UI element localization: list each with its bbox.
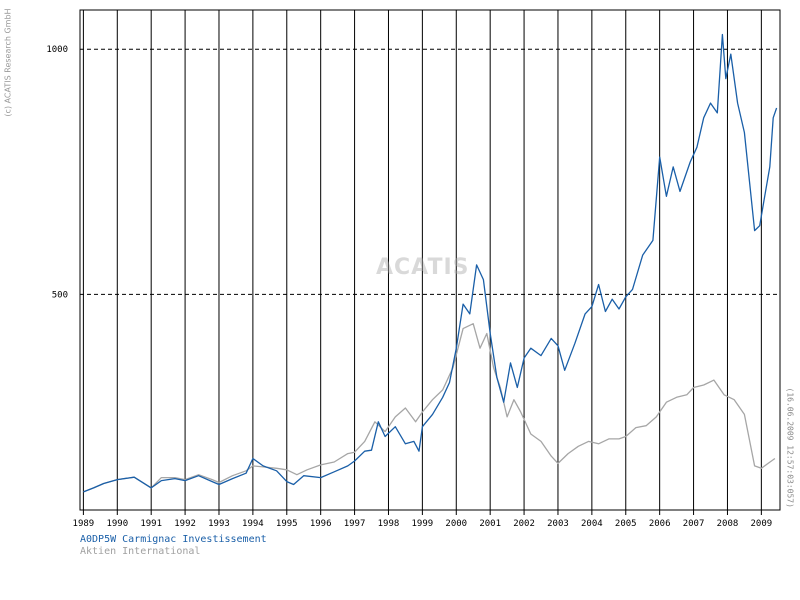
x-tick-label: 2002 <box>513 519 535 529</box>
x-tick-label: 2001 <box>479 519 501 529</box>
x-tick-label: 1996 <box>310 519 332 529</box>
legend-benchmark: Aktien International <box>80 546 201 557</box>
x-tick-label: 1998 <box>378 519 400 529</box>
timestamp-text: (16.06.2009 12:57:03:057) <box>785 387 795 508</box>
x-tick-label: 1997 <box>344 519 366 529</box>
x-tick-label: 1995 <box>276 519 298 529</box>
x-tick-label: 1989 <box>73 519 95 529</box>
plot-frame <box>79 9 781 511</box>
series-layer <box>83 33 778 493</box>
x-tick-label: 2005 <box>615 519 637 529</box>
series-line-fund <box>83 33 778 493</box>
vertical-grid <box>82 10 762 515</box>
y-tick-label: 1000 <box>46 45 68 55</box>
x-tick-label: 2003 <box>547 519 569 529</box>
series-line-benchmark <box>83 323 776 493</box>
x-tick-label: 1994 <box>242 519 264 529</box>
x-tick-label: 2004 <box>581 519 603 529</box>
x-tick-label: 1991 <box>140 519 162 529</box>
x-tick-label: 1990 <box>106 519 128 529</box>
x-tick-label: 2008 <box>717 519 739 529</box>
x-tick-label: 1993 <box>208 519 230 529</box>
y-tick-label: 500 <box>52 290 68 300</box>
x-tick-label: 2006 <box>649 519 671 529</box>
y-tick-labels: 500 1000 <box>46 45 68 300</box>
watermark: ACATIS <box>376 255 470 280</box>
x-tick-label: 1999 <box>412 519 434 529</box>
x-tick-label: 2000 <box>445 519 467 529</box>
legend-fund: A0DP5W Carmignac Investissement <box>80 534 267 545</box>
x-tick-label: 2009 <box>751 519 773 529</box>
x-tick-label: 1992 <box>174 519 196 529</box>
x-tick-label: 2007 <box>683 519 705 529</box>
x-tick-labels: 1989 1990 1991 1992 1993 1994 1995 1996 1997 1998… <box>73 519 773 529</box>
copyright-text: (c) ACATIS Research GmbH <box>3 8 13 117</box>
horizontal-grid <box>80 48 780 295</box>
